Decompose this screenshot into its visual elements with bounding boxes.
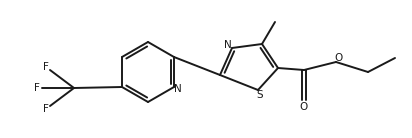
Text: F: F <box>43 104 49 114</box>
Text: S: S <box>256 90 263 100</box>
Text: O: O <box>300 102 308 112</box>
Text: F: F <box>43 62 49 72</box>
Text: N: N <box>173 84 181 94</box>
Text: N: N <box>225 40 232 50</box>
Text: F: F <box>34 83 40 93</box>
Text: O: O <box>335 53 343 63</box>
